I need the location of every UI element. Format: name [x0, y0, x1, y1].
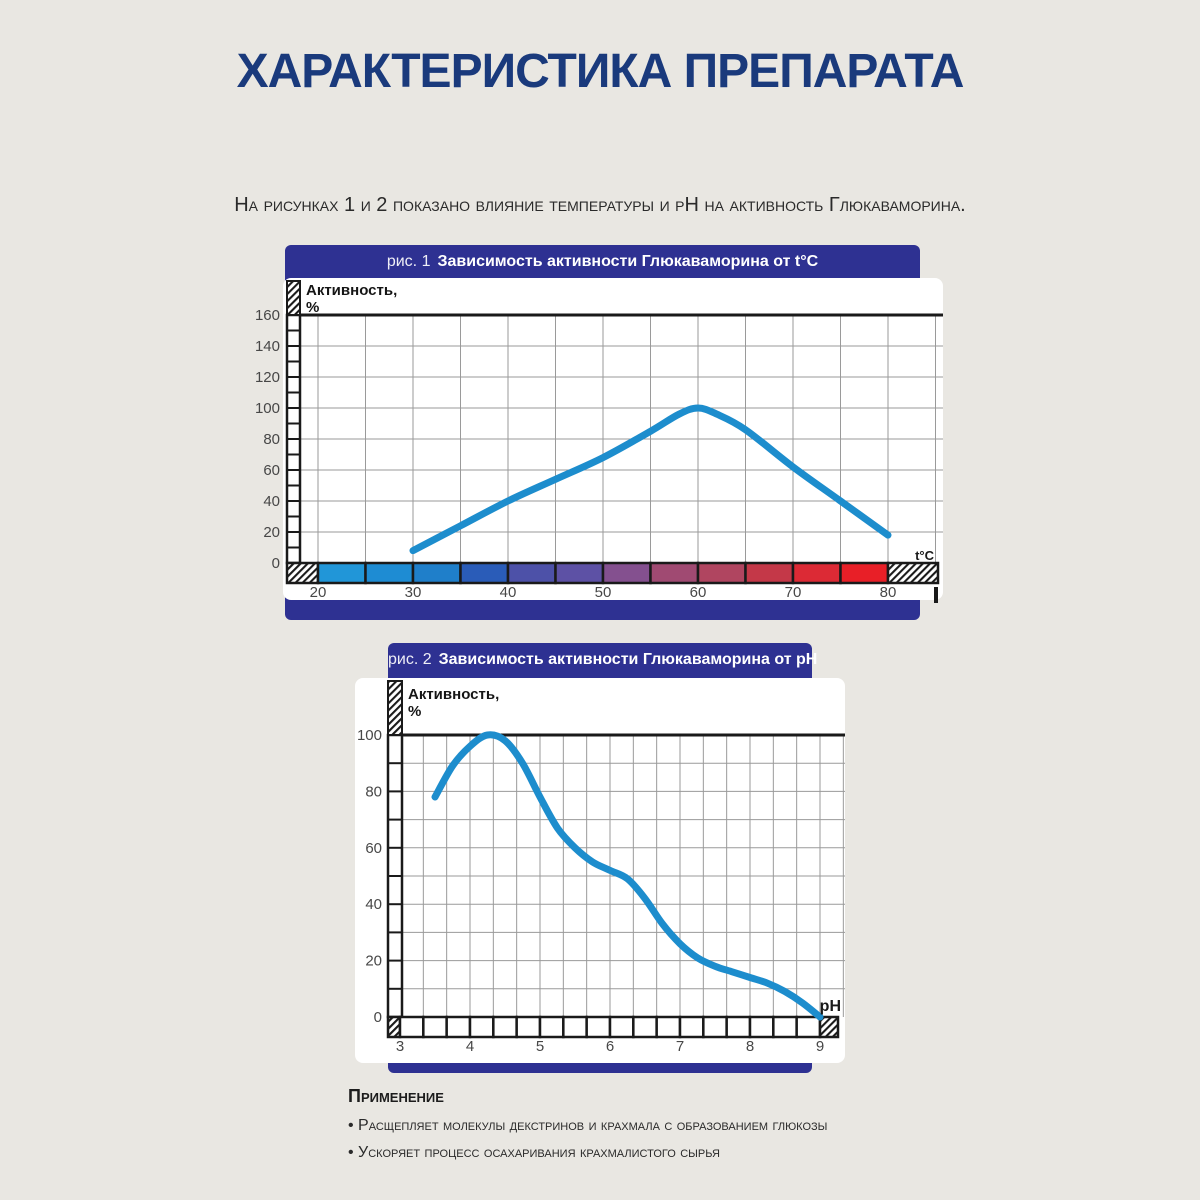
y-tick-label: 0: [272, 555, 280, 572]
y-tick-label: 20: [263, 524, 280, 541]
figure2-caption: рис. 2 Зависимость активности Глюкавамори…: [388, 643, 817, 677]
axis-hatch: [386, 1015, 402, 1039]
x-tick-label: 5: [536, 1038, 544, 1055]
figure1-title: Зависимость активности Глюкаваморина от …: [437, 253, 819, 270]
y-tick-label: 80: [263, 431, 280, 448]
x-axis-cell: [398, 1015, 425, 1039]
y-axis-label-line1: Активность,: [408, 686, 500, 703]
x-axis-cell: [445, 1015, 472, 1039]
temperature-scale-cell: [696, 561, 747, 585]
temperature-scale-cell: [554, 561, 605, 585]
application-bullet: Ускоряет процесс осахаривания крахмалист…: [348, 1144, 988, 1162]
temperature-scale-cell: [744, 561, 795, 585]
application-heading: Применение: [348, 1086, 444, 1106]
page-title: ХАРАКТЕРИСТИКА ПРЕПАРАТА: [236, 45, 965, 98]
figure-2-ph-chart: рис. 2 Зависимость активности Глюкавамори…: [320, 643, 850, 1078]
x-axis-cell: [608, 1015, 635, 1039]
x-tick-label: 60: [690, 584, 707, 601]
x-tick-label: 7: [676, 1038, 684, 1055]
x-axis-cell: [725, 1015, 752, 1039]
temperature-scale-cell: [839, 561, 890, 585]
x-axis-cell: [632, 1015, 658, 1039]
x-axis-unit-label: pH: [820, 998, 841, 1015]
x-axis-cell: [515, 1015, 542, 1039]
x-axis-cell: [678, 1015, 705, 1039]
x-axis-cell: [748, 1015, 775, 1039]
x-tick-label: 80: [880, 584, 897, 601]
x-tick-label: 3: [396, 1038, 404, 1055]
x-tick-label: 70: [785, 584, 802, 601]
x-axis-cell: [492, 1015, 518, 1039]
x-axis-cell: [468, 1015, 495, 1039]
x-tick-label: 20: [310, 584, 327, 601]
axis-hatch: [285, 561, 320, 585]
x-tick-label: 4: [466, 1038, 474, 1055]
temperature-scale-cell: [459, 561, 510, 585]
y-tick-label: 60: [263, 462, 280, 479]
axis-hatch: [886, 561, 940, 585]
y-axis-label: Активность, %: [408, 686, 500, 720]
temperature-scale-cell: [649, 561, 700, 585]
y-tick-label: 120: [255, 369, 280, 386]
axis-hatch: [286, 280, 301, 316]
y-tick-label: 160: [255, 307, 280, 324]
figure2-title: Зависимость активности Глюкаваморина от …: [438, 651, 818, 668]
y-tick-label: 40: [365, 896, 382, 913]
activity-curve: [431, 731, 824, 1021]
temperature-scale-cell: [316, 561, 367, 585]
x-tick-label: 9: [816, 1038, 824, 1055]
y-tick-label: 80: [365, 783, 382, 800]
y-axis-label-line1: Активность,: [306, 282, 398, 299]
temperature-scale-cell: [601, 561, 652, 585]
y-tick-label: 100: [255, 400, 280, 417]
y-tick-label: 40: [263, 493, 280, 510]
x-axis-cell: [422, 1015, 448, 1039]
x-axis-cell: [655, 1015, 682, 1039]
ph-activity-chart: 3 4 5 6 7 8 9 0 20 40 60 80 100 pH: [355, 678, 845, 1063]
temperature-scale-cell: [364, 561, 415, 585]
application-section: Применение Расщепляет молекулы декстрино…: [348, 1086, 988, 1171]
figure-1-temperature-chart: рис. 1 Зависимость активности Глюкавамори…: [250, 245, 945, 625]
x-tick-label: 50: [595, 584, 612, 601]
temperature-activity-chart: 20 30 40 50 60 70 80 0 20 40 60 80 100 120 140 160 t°C: [255, 278, 943, 603]
y-tick-label: 20: [365, 953, 382, 970]
x-axis-cell: [772, 1015, 798, 1039]
application-list: Расщепляет молекулы декстринов и крахмал…: [348, 1117, 988, 1162]
intro-text: На рисунках 1 и 2 показано влияние темпе…: [234, 194, 966, 216]
axis-hatch: [818, 1015, 840, 1039]
y-tick-label: 100: [357, 727, 382, 744]
temperature-scale-cell: [506, 561, 557, 585]
temperature-scale-cell: [411, 561, 462, 585]
figure1-caption: рис. 1 Зависимость активности Глюкавамори…: [285, 245, 920, 279]
x-tick-label: 8: [746, 1038, 754, 1055]
y-tick-label: 0: [374, 1009, 382, 1026]
x-axis-cell: [538, 1015, 565, 1039]
y-tick-label: 140: [255, 338, 280, 355]
x-axis-cell: [702, 1015, 728, 1039]
application-bullet: Расщепляет молекулы декстринов и крахмал…: [348, 1117, 988, 1135]
x-axis-unit-label: t°C: [915, 548, 935, 563]
y-axis-label-line2: %: [408, 702, 422, 720]
activity-curve: [409, 404, 892, 555]
figure2-number: рис. 2: [388, 651, 432, 668]
x-tick-label: 6: [606, 1038, 614, 1055]
axis-hatch: [387, 680, 403, 736]
x-axis-cell: [795, 1015, 822, 1039]
figure1-number: рис. 1: [386, 253, 431, 270]
x-axis-cell: [562, 1015, 588, 1039]
x-axis-cell: [585, 1015, 612, 1039]
y-axis-label: Активность, %: [306, 282, 398, 316]
y-axis-label-line2: %: [306, 298, 320, 316]
axis-end-tick: [934, 587, 938, 603]
temperature-scale-cell: [791, 561, 842, 585]
x-tick-label: 30: [405, 584, 422, 601]
y-tick-label: 60: [365, 840, 382, 857]
x-tick-label: 40: [500, 584, 517, 601]
